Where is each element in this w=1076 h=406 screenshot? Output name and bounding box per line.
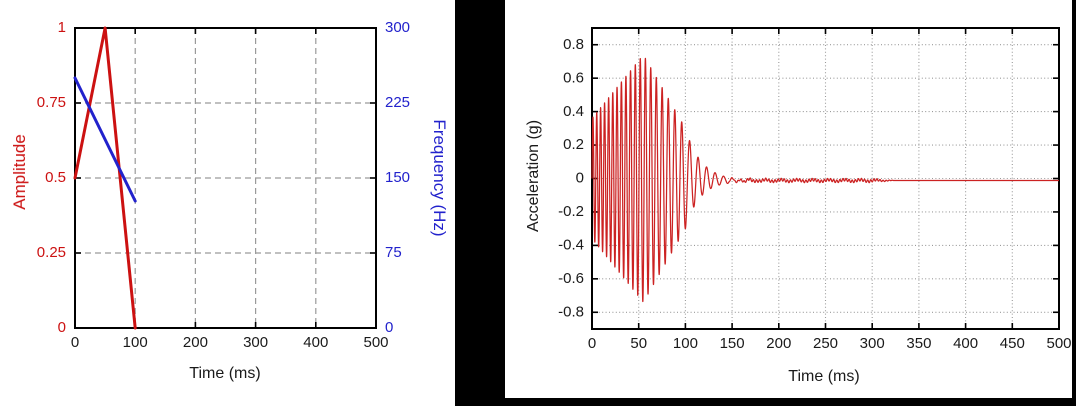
- left-chart-x-axis-title: Time (ms): [189, 365, 261, 382]
- right-chart-y-axis-title: Acceleration (g): [525, 119, 542, 233]
- left-chart-y-axis-title: Amplitude: [10, 134, 29, 210]
- left-chart-y2-axis-title: Frequency (Hz): [430, 119, 449, 237]
- black-divider-bar: [455, 0, 505, 406]
- black-right-edge-bar: [1072, 0, 1076, 406]
- left-chart-canvas: [0, 0, 455, 406]
- black-bottom-bar: [455, 398, 1076, 406]
- right-chart-canvas: [505, 0, 1072, 398]
- right-chart-x-axis-title: Time (ms): [788, 368, 860, 385]
